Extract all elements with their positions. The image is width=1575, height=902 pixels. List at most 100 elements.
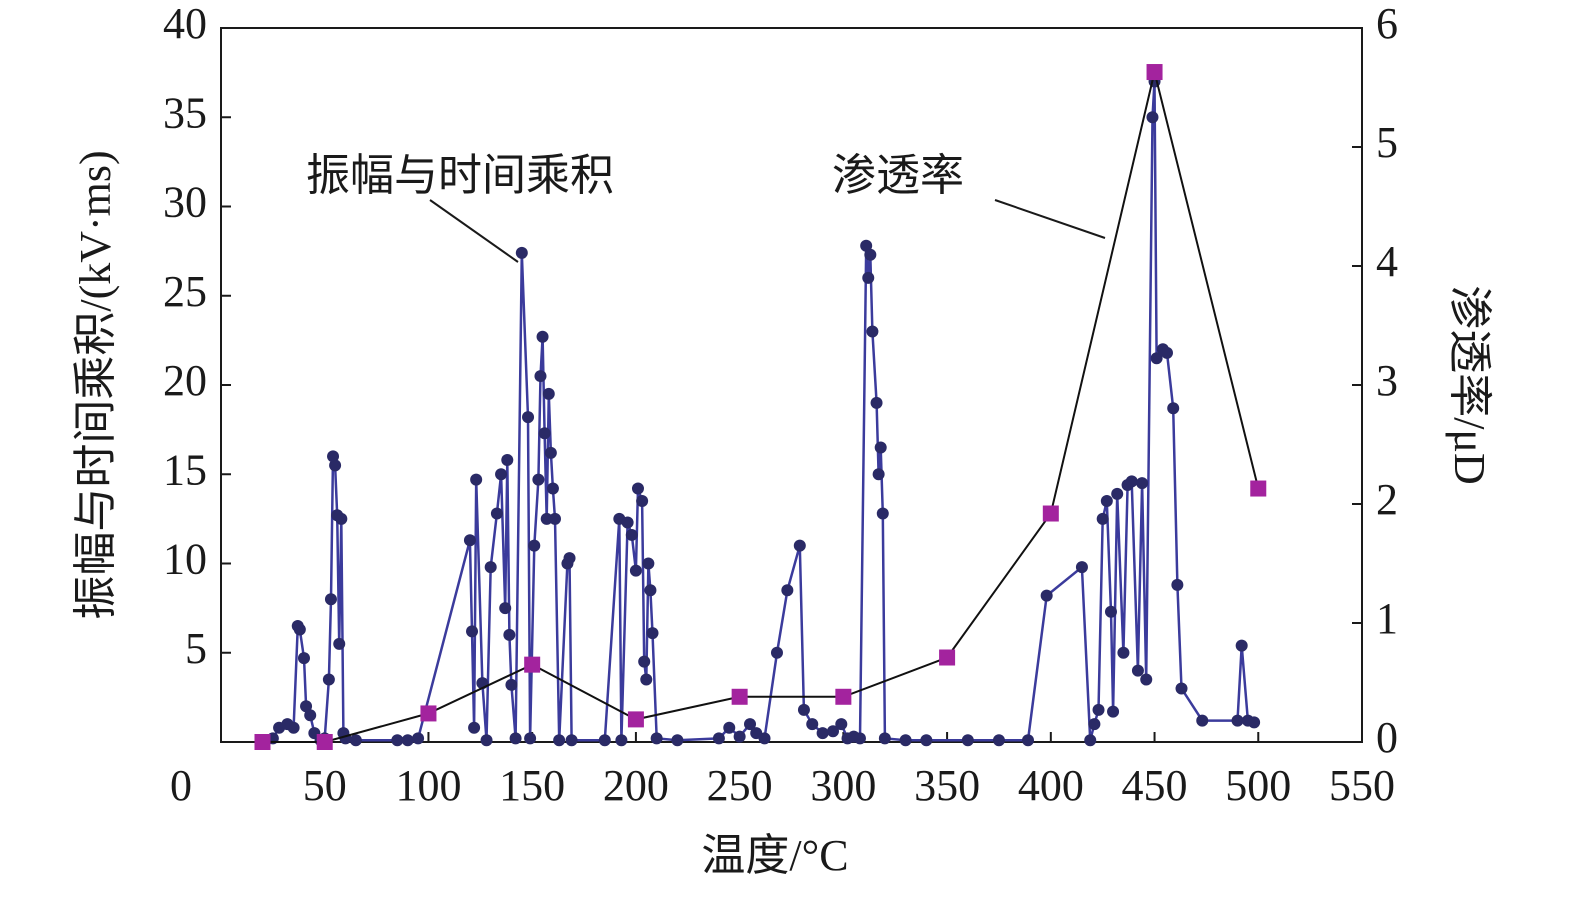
- marker: [671, 734, 684, 747]
- x-tick-label: 500: [1225, 761, 1291, 810]
- marker: [524, 732, 537, 745]
- marker: [625, 528, 638, 541]
- marker: [1175, 682, 1188, 695]
- marker: [293, 623, 306, 636]
- plot-frame: [220, 27, 1363, 743]
- marker: [826, 725, 839, 738]
- marker: [515, 246, 528, 259]
- marker: [793, 539, 806, 552]
- marker: [333, 637, 346, 650]
- marker: [524, 656, 541, 673]
- marker: [770, 646, 783, 659]
- marker: [463, 534, 476, 547]
- y2-tick-label: 4: [1376, 237, 1398, 286]
- marker: [1150, 352, 1163, 365]
- y-tick-label: 20: [163, 356, 207, 405]
- marker: [862, 271, 875, 284]
- y2-tick-label: 0: [1376, 713, 1398, 762]
- x-tick-label: 0: [170, 761, 192, 810]
- marker: [744, 718, 757, 731]
- marker: [644, 584, 657, 597]
- x-tick-label: 450: [1122, 761, 1188, 810]
- marker: [549, 512, 562, 525]
- x-tick-label: 150: [499, 761, 565, 810]
- marker: [712, 732, 725, 745]
- marker: [642, 557, 655, 570]
- marker: [300, 700, 313, 713]
- x-tick-label: 550: [1329, 761, 1395, 810]
- marker: [324, 593, 337, 606]
- marker: [1171, 578, 1184, 591]
- marker: [1100, 495, 1113, 508]
- marker: [536, 330, 549, 343]
- marker: [853, 732, 866, 745]
- marker: [297, 652, 310, 665]
- marker: [322, 673, 335, 686]
- x-tick-label: 200: [603, 761, 669, 810]
- marker: [1140, 673, 1153, 686]
- marker: [816, 727, 829, 740]
- x-tick-label: 350: [914, 761, 980, 810]
- marker: [1075, 561, 1088, 574]
- marker: [420, 705, 437, 722]
- marker: [640, 673, 653, 686]
- y2-tick-label: 2: [1376, 475, 1398, 524]
- series-annotation: 渗透率: [832, 151, 964, 200]
- y-tick-label: 35: [163, 88, 207, 137]
- marker: [627, 711, 644, 728]
- marker: [528, 539, 541, 552]
- marker: [540, 512, 553, 525]
- x-tick-label: 250: [707, 761, 773, 810]
- marker: [1107, 705, 1120, 718]
- marker: [563, 552, 576, 565]
- marker: [1248, 716, 1261, 729]
- marker: [797, 703, 810, 716]
- marker: [866, 325, 879, 338]
- marker: [490, 507, 503, 520]
- x-tick-label: 300: [810, 761, 876, 810]
- marker: [870, 396, 883, 409]
- marker: [499, 602, 512, 615]
- marker: [1196, 714, 1209, 727]
- y2-tick-label: 3: [1376, 356, 1398, 405]
- marker: [538, 427, 551, 440]
- marker: [939, 649, 956, 666]
- marker: [899, 734, 912, 747]
- y2-tick-label: 1: [1376, 594, 1398, 643]
- marker: [1117, 646, 1130, 659]
- y2-tick-label: 6: [1376, 0, 1398, 48]
- marker: [349, 734, 362, 747]
- y-tick-label: 10: [163, 535, 207, 584]
- marker: [401, 734, 414, 747]
- marker: [335, 512, 348, 525]
- marker: [503, 628, 516, 641]
- marker: [287, 721, 300, 734]
- marker: [565, 734, 578, 747]
- marker: [1092, 703, 1105, 716]
- marker: [1146, 64, 1163, 81]
- x-tick-label: 50: [303, 761, 347, 810]
- annotation-leader: [429, 199, 519, 263]
- marker: [544, 446, 557, 459]
- marker: [992, 734, 1005, 747]
- marker: [1084, 734, 1097, 747]
- series-annotation: 振幅与时间乘积: [306, 151, 614, 200]
- marker: [650, 732, 663, 745]
- annotation-leader: [994, 199, 1106, 239]
- marker: [615, 734, 628, 747]
- marker: [1042, 505, 1059, 522]
- marker: [534, 370, 547, 383]
- x-tick-label: 100: [395, 761, 461, 810]
- y2-axis-title: 渗透率/μD: [1445, 285, 1494, 485]
- marker: [304, 709, 317, 722]
- marker: [1231, 714, 1244, 727]
- marker: [412, 732, 425, 745]
- marker: [509, 732, 522, 745]
- marker: [920, 734, 933, 747]
- y-tick-label: 5: [185, 624, 207, 673]
- marker: [1111, 487, 1124, 500]
- marker: [961, 734, 974, 747]
- marker: [1136, 477, 1149, 490]
- x-axis-title: 温度/°C: [701, 831, 848, 880]
